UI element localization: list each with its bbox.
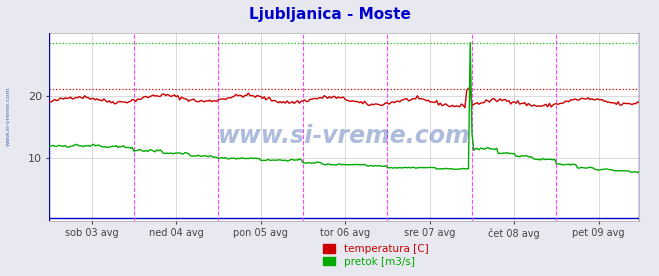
Text: www.si-vreme.com: www.si-vreme.com xyxy=(218,124,471,148)
Legend: temperatura [C], pretok [m3/s]: temperatura [C], pretok [m3/s] xyxy=(319,240,432,271)
Text: Ljubljanica - Moste: Ljubljanica - Moste xyxy=(248,7,411,22)
Text: www.si-vreme.com: www.si-vreme.com xyxy=(5,86,11,146)
